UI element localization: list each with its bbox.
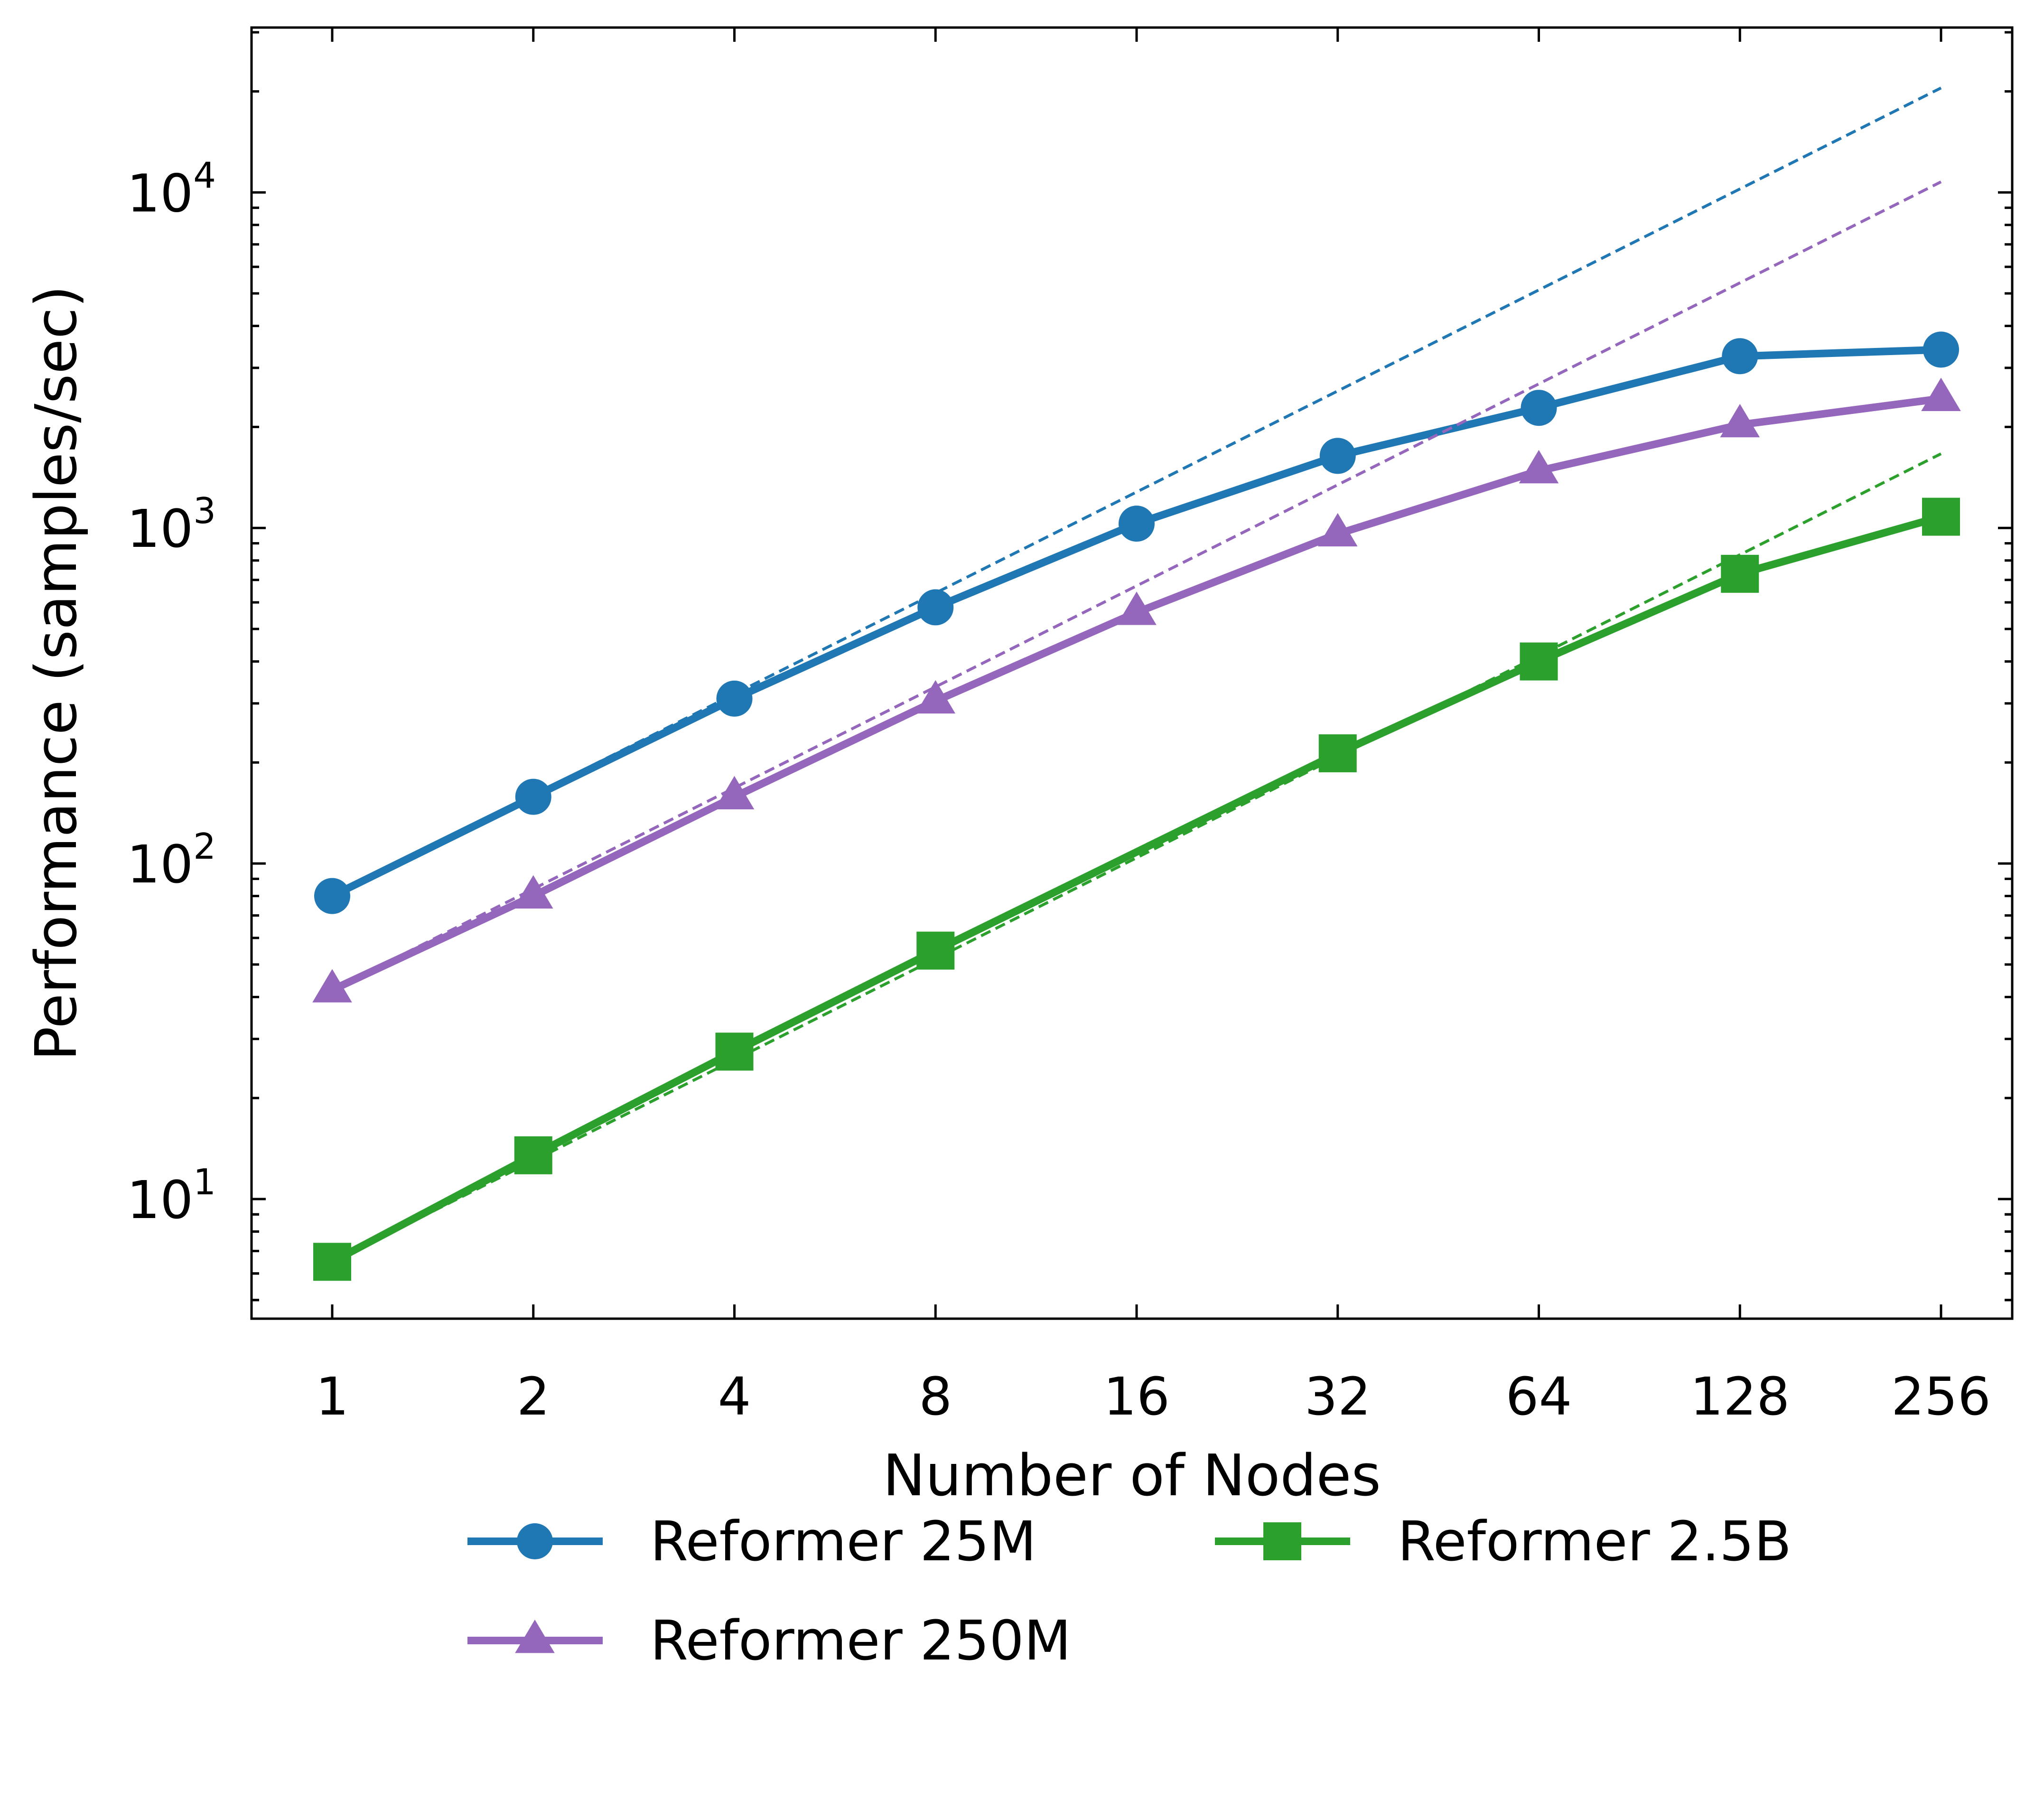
data-point	[1119, 506, 1155, 542]
data-point	[515, 778, 551, 815]
y-tick-label: 102	[127, 825, 216, 895]
data-point	[1923, 331, 1959, 368]
legend-label: Reformer 2.5B	[1398, 1510, 1792, 1574]
x-tick-label: 1	[316, 1366, 349, 1427]
y-tick-label: 103	[127, 490, 216, 559]
data-point	[715, 1032, 754, 1071]
data-point	[1319, 438, 1356, 474]
data-point	[1721, 554, 1759, 593]
data-point	[716, 680, 753, 717]
y-tick-label: 104	[127, 154, 216, 224]
data-point	[514, 1136, 552, 1174]
data-point	[1521, 390, 1557, 426]
data-point	[917, 589, 954, 626]
legend-item: Reformer 250M	[467, 1609, 1071, 1673]
legend-item: Reformer 2.5B	[1215, 1510, 1792, 1574]
x-tick-label: 128	[1690, 1366, 1790, 1427]
data-point	[1519, 450, 1559, 484]
y-tick-labels: 101 102 103 104	[127, 154, 216, 1230]
data-point	[714, 776, 755, 810]
series-line	[330, 513, 1942, 1266]
series-reformer-25m	[314, 86, 1959, 914]
legend: Reformer 25M Reformer 250M Reformer 2.5B	[467, 1510, 1792, 1673]
data-point	[915, 680, 956, 714]
legend-label: Reformer 250M	[650, 1609, 1071, 1673]
x-tick-labels: 1 2 4 8 16 32 64 128 256	[316, 1366, 1991, 1427]
x-tick-label: 32	[1305, 1366, 1371, 1427]
x-tick-label: 8	[919, 1366, 952, 1427]
legend-item: Reformer 25M	[467, 1510, 1036, 1574]
data-point	[1720, 403, 1760, 438]
ideal-scaling-line	[331, 180, 1942, 992]
x-tick-label: 16	[1103, 1366, 1170, 1427]
data-point	[1922, 497, 1960, 536]
data-point	[513, 875, 553, 909]
plot-frame	[250, 26, 2014, 1320]
legend-marker	[515, 1620, 555, 1653]
y-tick-label: 101	[127, 1161, 216, 1230]
series-reformer-250m	[312, 180, 1961, 1003]
y-axis-label: Performance (samples/sec)	[24, 285, 90, 1061]
x-axis-label: Number of Nodes	[883, 1443, 1381, 1509]
data-point	[313, 1243, 351, 1281]
series-group	[312, 86, 1961, 1281]
legend-label: Reformer 25M	[650, 1510, 1036, 1574]
data-point	[1722, 338, 1758, 375]
x-tick-label: 64	[1506, 1366, 1572, 1427]
data-point	[314, 878, 350, 914]
data-point	[1117, 591, 1157, 625]
data-point	[916, 931, 955, 970]
data-point	[1520, 642, 1558, 681]
legend-marker	[1263, 1522, 1301, 1560]
data-point	[312, 969, 352, 1003]
x-tick-label: 2	[517, 1366, 550, 1427]
ideal-scaling-line	[331, 452, 1942, 1263]
x-tick-label: 256	[1891, 1366, 1991, 1427]
data-point	[1317, 513, 1358, 547]
legend-marker	[517, 1523, 553, 1559]
data-point	[1921, 377, 1961, 412]
axis-ticks	[252, 28, 2012, 1319]
data-point	[1318, 734, 1357, 772]
series-reformer-2.5b	[313, 452, 1960, 1281]
x-tick-label: 4	[718, 1366, 751, 1427]
